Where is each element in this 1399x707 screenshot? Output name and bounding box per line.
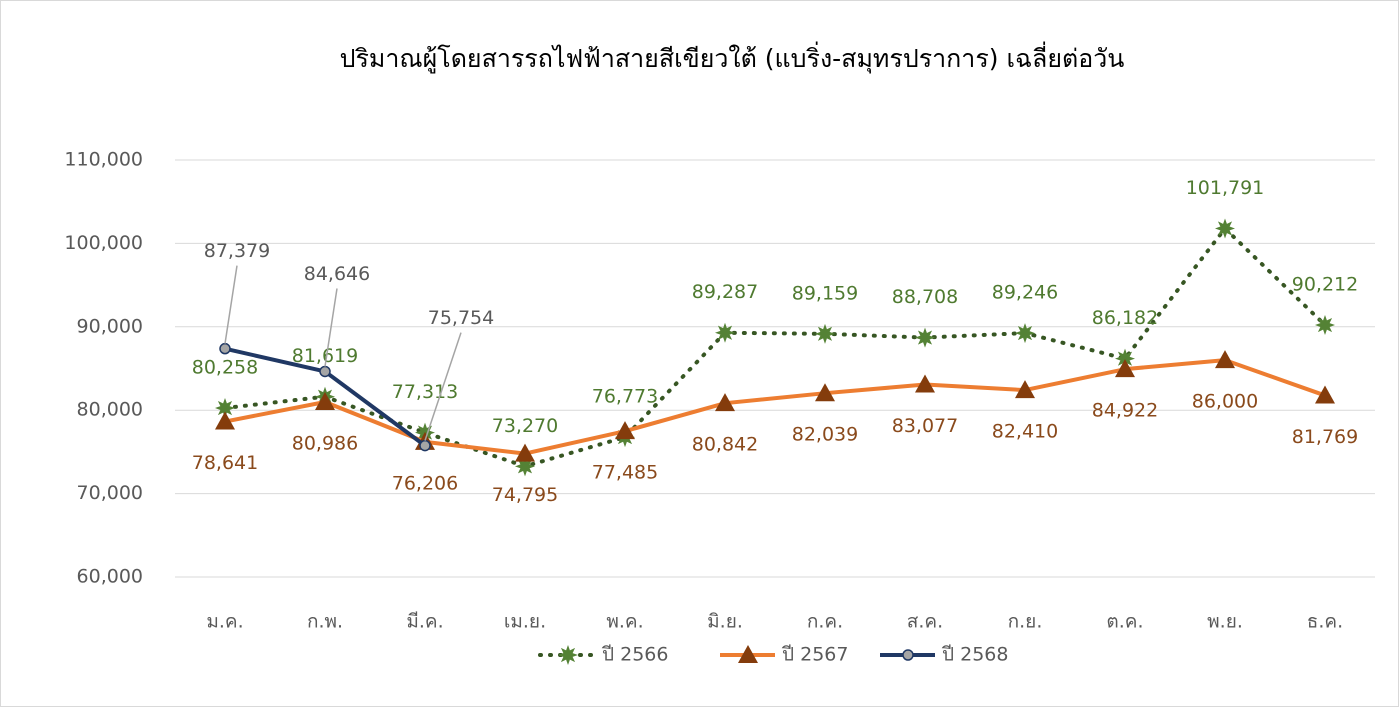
data-label: 73,270	[492, 415, 558, 437]
point-marker	[315, 391, 335, 410]
point-marker	[915, 327, 935, 348]
y-tick-label: 90,000	[77, 315, 143, 337]
x-tick-label: เม.ย.	[504, 611, 546, 633]
series-line	[223, 226, 1327, 469]
data-label: 88,708	[892, 286, 958, 308]
data-label: 86,000	[1192, 391, 1258, 413]
point-marker	[319, 365, 331, 378]
point-marker	[219, 342, 231, 355]
legend-marker	[902, 649, 914, 661]
x-tick-label: ธ.ค.	[1307, 611, 1343, 633]
x-tick-label: ส.ค.	[907, 611, 943, 633]
point-marker	[1015, 380, 1035, 399]
y-tick-label: 100,000	[64, 232, 143, 254]
legend-label: ปี 2567	[781, 644, 848, 666]
legend-marker	[558, 645, 578, 665]
y-tick-label: 80,000	[77, 399, 143, 421]
point-marker	[715, 393, 735, 412]
data-label: 77,485	[592, 462, 658, 484]
legend-marker	[738, 645, 758, 663]
point-marker	[215, 411, 235, 430]
leader-line	[224, 265, 238, 344]
data-label: 86,182	[1092, 307, 1158, 329]
data-label: 76,206	[392, 472, 458, 494]
point-marker	[915, 374, 935, 393]
data-label: 84,922	[1092, 400, 1158, 422]
point-marker	[1315, 315, 1335, 336]
data-label: 78,641	[192, 452, 258, 474]
x-tick-label: ก.พ.	[307, 611, 343, 633]
data-label: 82,039	[792, 424, 858, 446]
point-marker	[215, 398, 235, 419]
y-tick-label: 70,000	[77, 482, 143, 504]
data-label: 82,410	[992, 421, 1058, 443]
leader-line	[324, 288, 338, 367]
x-tick-label: มี.ค.	[406, 611, 443, 633]
point-marker	[815, 323, 835, 344]
x-tick-label: ต.ค.	[1106, 611, 1143, 633]
x-tick-label: ก.ค.	[807, 611, 843, 633]
data-label: 80,842	[692, 434, 758, 456]
point-marker	[1315, 385, 1335, 404]
point-marker	[1015, 323, 1035, 344]
point-marker	[615, 421, 635, 440]
point-marker	[1215, 218, 1235, 239]
point-marker	[1215, 350, 1235, 369]
data-label: 89,246	[992, 282, 1058, 304]
data-label: 75,754	[428, 307, 494, 329]
data-label: 87,379	[204, 240, 270, 262]
x-tick-label: ก.ย.	[1008, 611, 1043, 633]
data-label: 89,159	[792, 282, 858, 304]
data-label: 74,795	[492, 484, 558, 506]
legend-label: ปี 2566	[601, 644, 668, 666]
data-label: 80,258	[192, 357, 258, 379]
point-marker	[515, 443, 535, 462]
x-tick-label: พ.ค.	[606, 611, 643, 633]
y-tick-label: 110,000	[64, 149, 143, 171]
point-marker	[715, 322, 735, 343]
y-tick-label: 60,000	[77, 566, 143, 588]
data-label: 81,769	[1292, 426, 1358, 448]
point-marker	[419, 439, 431, 452]
x-tick-label: พ.ย.	[1207, 611, 1243, 633]
data-label: 83,077	[892, 415, 958, 437]
point-marker	[1115, 348, 1135, 369]
data-label: 76,773	[592, 386, 658, 408]
point-marker	[1115, 359, 1135, 378]
leader-line	[424, 332, 462, 441]
chart-title: ปริมาณผู้โดยสารรถไฟฟ้าสายสีเขียวใต้ (แบร…	[340, 41, 1125, 74]
data-label: 90,212	[1292, 274, 1358, 296]
point-marker	[815, 383, 835, 402]
legend-label: ปี 2568	[941, 644, 1008, 666]
data-label: 84,646	[304, 263, 370, 285]
data-label: 89,287	[692, 281, 758, 303]
x-tick-label: ม.ค.	[206, 611, 243, 633]
data-label: 80,986	[292, 432, 358, 454]
data-label: 77,313	[392, 381, 458, 403]
data-label: 81,619	[292, 345, 358, 367]
data-label: 101,791	[1186, 177, 1265, 199]
x-tick-label: มิ.ย.	[707, 611, 743, 633]
